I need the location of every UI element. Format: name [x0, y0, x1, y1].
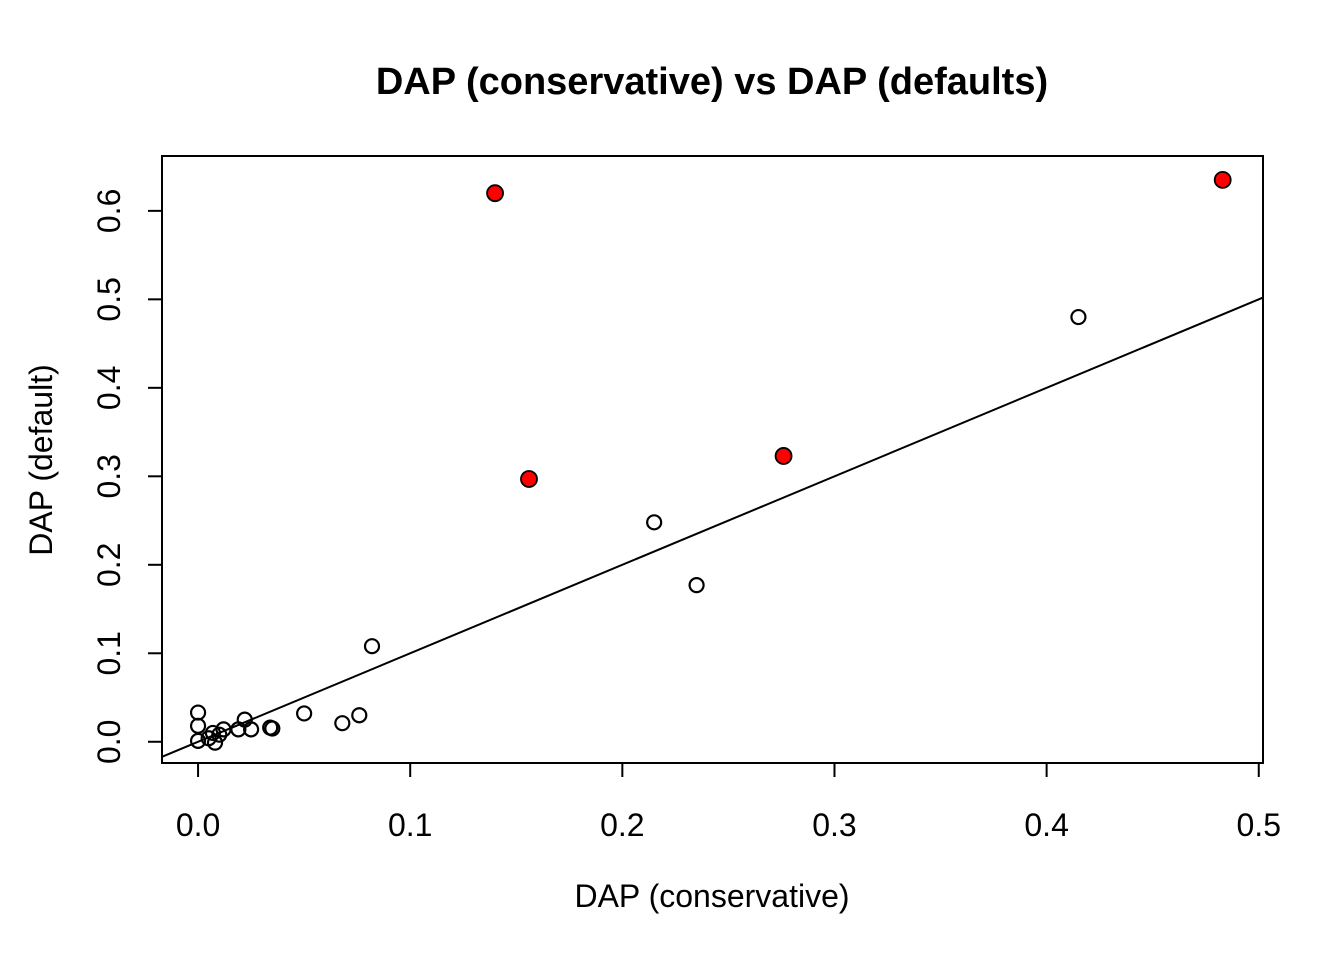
y-tick-label: 0.6 — [91, 189, 127, 233]
data-point — [688, 577, 705, 594]
data-point — [264, 720, 281, 737]
data-point — [189, 704, 207, 721]
highlighted-data-point — [1213, 170, 1232, 189]
highlighted-data-point — [520, 470, 538, 488]
highlighted-data-point — [486, 184, 504, 203]
data-point — [646, 514, 663, 531]
identity-line — [161, 296, 1264, 758]
data-point — [189, 732, 207, 749]
data-point — [1070, 308, 1087, 326]
y-tick-label: 0.1 — [91, 631, 127, 675]
plot-box — [161, 155, 1264, 764]
x-tick-label: 0.5 — [1237, 807, 1281, 843]
data-point — [334, 715, 351, 732]
y-tick-label: 0.3 — [91, 454, 127, 498]
x-axis-title: DAP (conservative) — [574, 878, 849, 914]
highlighted-data-point — [774, 447, 793, 465]
data-point — [351, 707, 368, 724]
x-tick-label: 0.2 — [600, 807, 644, 843]
y-tick-label: 0.4 — [91, 366, 127, 410]
data-point — [189, 717, 207, 734]
y-axis-title: DAP (default) — [23, 364, 59, 556]
chart-title: DAP (conservative) vs DAP (defaults) — [376, 61, 1048, 103]
data-point — [206, 734, 224, 751]
y-tick-label: 0.5 — [91, 277, 127, 321]
data-point — [363, 638, 381, 655]
x-tick-label: 0.3 — [812, 807, 856, 843]
data-point — [296, 705, 313, 722]
data-point — [242, 721, 260, 738]
x-tick-label: 0.1 — [388, 807, 432, 843]
y-tick-label: 0.2 — [91, 543, 127, 587]
x-tick-label: 0.0 — [176, 807, 220, 843]
data-point — [204, 724, 222, 742]
plot-layer: 0.0 0.1 0.2 0.3 0.4 0.5 0.0 0.1 0.2 0.3 0.4 0.5 0.6 — [91, 155, 1281, 843]
y-tick-label: 0.0 — [91, 720, 127, 764]
x-tick-label: 0.4 — [1024, 807, 1068, 843]
